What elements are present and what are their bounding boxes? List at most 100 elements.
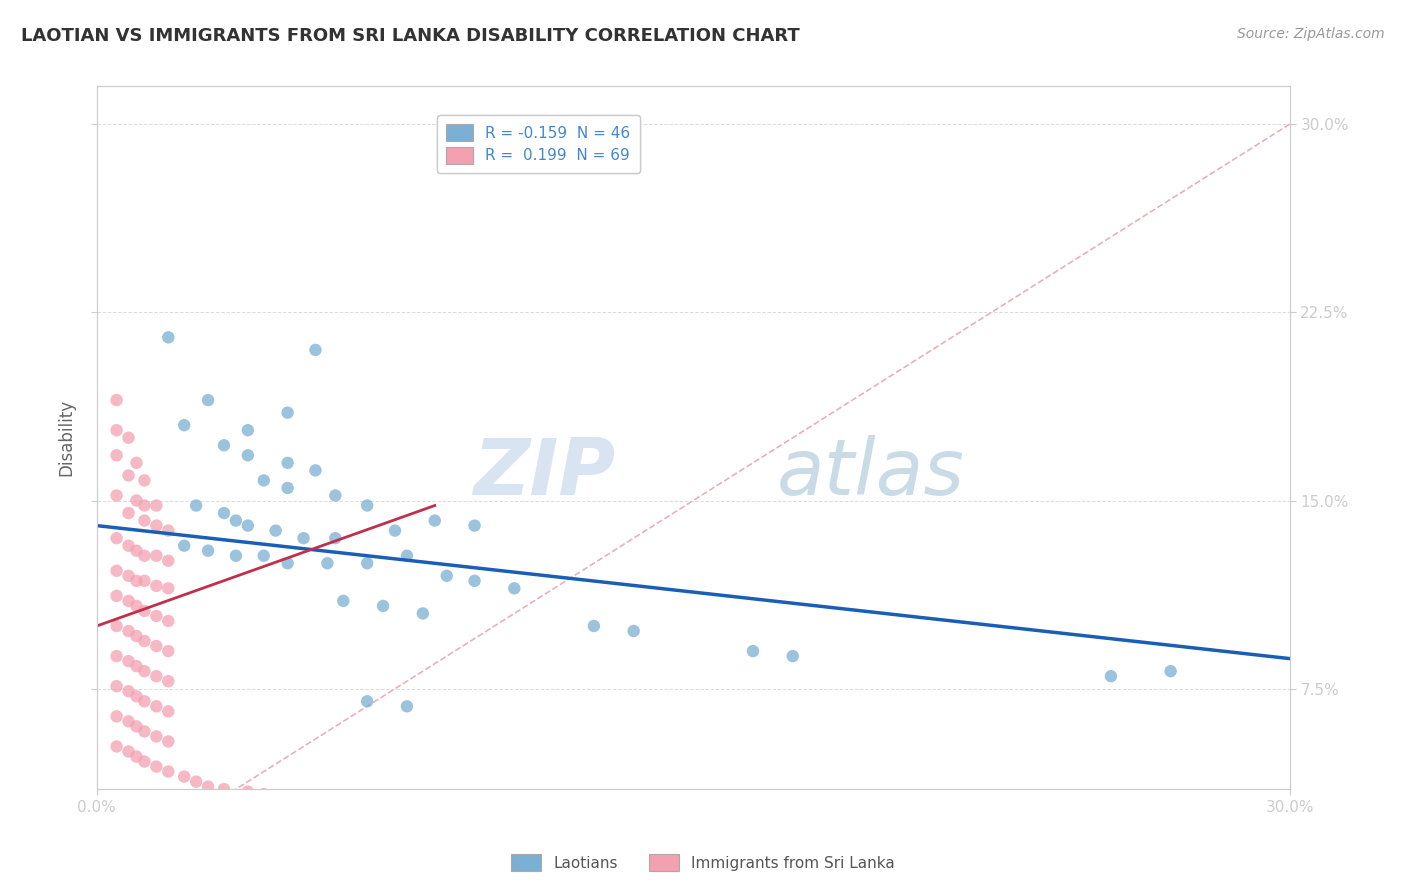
Point bbox=[503, 582, 526, 596]
Point bbox=[105, 564, 128, 578]
Point bbox=[157, 554, 180, 568]
Point bbox=[304, 463, 326, 477]
Text: LAOTIAN VS IMMIGRANTS FROM SRI LANKA DISABILITY CORRELATION CHART: LAOTIAN VS IMMIGRANTS FROM SRI LANKA DIS… bbox=[21, 27, 800, 45]
Point bbox=[157, 674, 180, 689]
Point bbox=[145, 639, 167, 653]
Point bbox=[134, 664, 156, 678]
Point bbox=[225, 514, 247, 528]
Point bbox=[157, 734, 180, 748]
Point bbox=[125, 456, 148, 470]
Point bbox=[1099, 669, 1122, 683]
Point bbox=[105, 739, 128, 754]
Point bbox=[117, 539, 139, 553]
Point bbox=[125, 493, 148, 508]
Point bbox=[117, 506, 139, 520]
Point bbox=[125, 629, 148, 643]
Legend: R = -0.159  N = 46, R =  0.199  N = 69: R = -0.159 N = 46, R = 0.199 N = 69 bbox=[437, 115, 640, 173]
Point bbox=[197, 393, 219, 408]
Point bbox=[105, 589, 128, 603]
Point bbox=[134, 549, 156, 563]
Point bbox=[186, 774, 208, 789]
Point bbox=[316, 556, 339, 570]
Point bbox=[117, 684, 139, 698]
Point bbox=[412, 607, 434, 621]
Point bbox=[197, 780, 219, 794]
Point bbox=[117, 624, 139, 638]
Point bbox=[134, 499, 156, 513]
Point bbox=[212, 782, 235, 797]
Point bbox=[117, 569, 139, 583]
Point bbox=[225, 549, 247, 563]
Point bbox=[125, 659, 148, 673]
Point bbox=[134, 574, 156, 588]
Point bbox=[173, 539, 195, 553]
Point bbox=[173, 770, 195, 784]
Point bbox=[157, 764, 180, 779]
Point bbox=[423, 514, 446, 528]
Point bbox=[436, 569, 458, 583]
Point bbox=[125, 543, 148, 558]
Point bbox=[582, 619, 605, 633]
Point bbox=[105, 619, 128, 633]
Point bbox=[125, 599, 148, 613]
Point bbox=[157, 614, 180, 628]
Point bbox=[125, 719, 148, 733]
Point bbox=[105, 423, 128, 437]
Point bbox=[236, 785, 259, 799]
Point bbox=[356, 499, 378, 513]
Point bbox=[325, 488, 347, 502]
Point bbox=[145, 669, 167, 683]
Point bbox=[157, 644, 180, 658]
Point bbox=[253, 474, 276, 488]
Point bbox=[1160, 664, 1182, 678]
Point bbox=[125, 574, 148, 588]
Point bbox=[134, 694, 156, 708]
Point bbox=[117, 594, 139, 608]
Point bbox=[134, 514, 156, 528]
Point bbox=[134, 724, 156, 739]
Point bbox=[157, 704, 180, 718]
Point bbox=[105, 531, 128, 545]
Point bbox=[395, 699, 418, 714]
Point bbox=[277, 556, 299, 570]
Point bbox=[236, 518, 259, 533]
Point bbox=[236, 423, 259, 437]
Point bbox=[371, 599, 394, 613]
Point bbox=[157, 330, 180, 344]
Point bbox=[145, 499, 167, 513]
Point bbox=[125, 690, 148, 704]
Point bbox=[105, 709, 128, 723]
Point bbox=[105, 679, 128, 693]
Point bbox=[117, 468, 139, 483]
Point bbox=[277, 456, 299, 470]
Point bbox=[117, 714, 139, 729]
Point bbox=[145, 699, 167, 714]
Point bbox=[145, 730, 167, 744]
Point bbox=[145, 609, 167, 624]
Point bbox=[277, 406, 299, 420]
Point bbox=[134, 474, 156, 488]
Point bbox=[134, 755, 156, 769]
Point bbox=[117, 654, 139, 668]
Y-axis label: Disability: Disability bbox=[58, 400, 75, 476]
Point bbox=[742, 644, 765, 658]
Point bbox=[356, 556, 378, 570]
Point bbox=[253, 787, 276, 801]
Point bbox=[464, 518, 486, 533]
Point bbox=[236, 448, 259, 462]
Point bbox=[356, 694, 378, 708]
Point bbox=[157, 524, 180, 538]
Point bbox=[117, 431, 139, 445]
Point bbox=[304, 343, 326, 357]
Point bbox=[264, 524, 287, 538]
Text: atlas: atlas bbox=[778, 435, 965, 511]
Point bbox=[105, 488, 128, 502]
Point bbox=[145, 549, 167, 563]
Legend: Laotians, Immigrants from Sri Lanka: Laotians, Immigrants from Sri Lanka bbox=[505, 848, 901, 877]
Point bbox=[145, 518, 167, 533]
Text: ZIP: ZIP bbox=[474, 435, 616, 511]
Point bbox=[332, 594, 354, 608]
Point bbox=[623, 624, 645, 638]
Point bbox=[464, 574, 486, 588]
Point bbox=[134, 634, 156, 648]
